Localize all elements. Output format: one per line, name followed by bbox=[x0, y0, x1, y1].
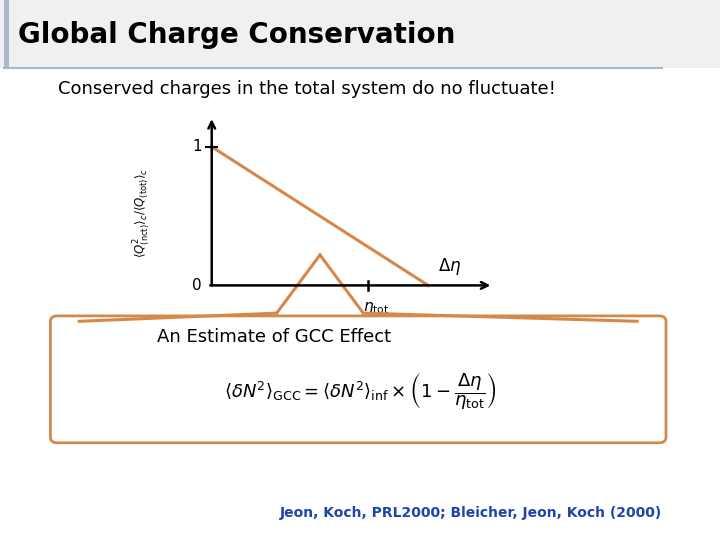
Text: $\langle Q^2_{(\mathrm{nct})}\rangle_c/\langle Q_{(\mathrm{tot})}\rangle_c$: $\langle Q^2_{(\mathrm{nct})}\rangle_c/\… bbox=[132, 168, 153, 259]
Text: Jeon, Koch, PRL2000; Bleicher, Jeon, Koch (2000): Jeon, Koch, PRL2000; Bleicher, Jeon, Koc… bbox=[280, 506, 662, 520]
Text: An Estimate of GCC Effect: An Estimate of GCC Effect bbox=[156, 328, 391, 347]
Text: $\eta_{\mathrm{tot}}$: $\eta_{\mathrm{tot}}$ bbox=[363, 300, 390, 315]
Text: Conserved charges in the total system do no fluctuate!: Conserved charges in the total system do… bbox=[58, 80, 555, 98]
Text: Global Charge Conservation: Global Charge Conservation bbox=[18, 21, 455, 49]
Text: $\langle\delta N^2\rangle_{\mathrm{GCC}} = \langle\delta N^2\rangle_{\mathrm{inf: $\langle\delta N^2\rangle_{\mathrm{GCC}}… bbox=[224, 371, 496, 412]
Text: 0: 0 bbox=[192, 278, 202, 293]
Text: 1: 1 bbox=[192, 139, 202, 154]
Text: $\Delta\eta$: $\Delta\eta$ bbox=[438, 255, 462, 276]
